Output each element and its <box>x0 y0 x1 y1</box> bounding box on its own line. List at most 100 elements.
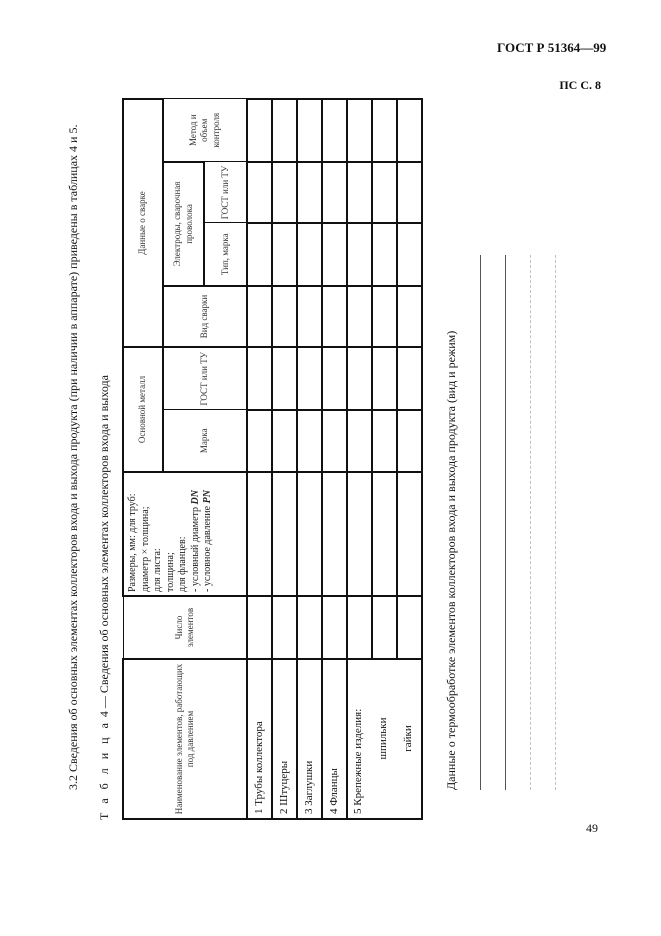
dotted-line <box>555 255 556 790</box>
dims-dn-text: - условный диаметр <box>189 504 201 592</box>
table-cell <box>247 285 272 347</box>
fill-line <box>480 255 481 790</box>
header-weld-type: Вид сварки <box>163 285 247 347</box>
dims-line: диаметр × толщина; <box>139 506 151 593</box>
table-row: 3 Заглушки <box>297 98 322 819</box>
table-cell <box>247 472 272 596</box>
table-cell <box>397 222 422 286</box>
row-name-fasteners: 5 Крепежные изделия: шпильки гайки <box>347 659 422 819</box>
table-cell <box>297 596 322 659</box>
table-cell <box>247 410 272 472</box>
table-cell <box>347 472 372 596</box>
dims-line: для фланцев: <box>177 536 188 592</box>
table-cell <box>397 98 422 162</box>
table-cell <box>272 472 297 596</box>
table-cell <box>272 596 297 659</box>
header-gost: ГОСТ или ТУ <box>163 346 247 410</box>
standard-number: ГОСТ Р 51364—99 <box>497 40 607 55</box>
elements-table: Наименование элементов, работающих под д… <box>122 98 423 820</box>
header-name: Наименование элементов, работающих под д… <box>123 659 247 819</box>
header-grade: Марка <box>163 410 247 472</box>
header-dimensions: Размеры, мм: для труб: диаметр × толщина… <box>123 472 247 596</box>
table-cell <box>247 161 272 223</box>
table-cell <box>247 222 272 286</box>
table-cell <box>397 161 422 223</box>
row-name: 3 Заглушки <box>297 659 322 819</box>
table-row: 2 Штуцеры <box>272 98 297 819</box>
table-row: 4 Фланцы <box>322 98 347 819</box>
table-cell <box>322 98 347 162</box>
table-cell <box>347 98 372 162</box>
table-cell <box>372 596 397 659</box>
pn-symbol: PN <box>202 490 213 504</box>
table-cell <box>347 285 372 347</box>
table-cell <box>372 346 397 410</box>
header-type-grade: Тип, марка <box>204 222 247 286</box>
dims-line: толщина; <box>164 552 176 592</box>
table-cell <box>297 98 322 162</box>
fasteners-sub-item: шпильки <box>376 717 389 760</box>
dims-pn: - условное давление PN <box>202 476 215 592</box>
header-gost-electrode: ГОСТ или ТУ <box>204 161 247 223</box>
caption-prefix: Т а б л и ц а <box>97 720 111 820</box>
table-cell <box>322 222 347 286</box>
table-caption: Т а б л и ц а 4 — Сведения об основных э… <box>97 375 112 820</box>
dims-pn-text: - условное давление <box>202 503 213 592</box>
table-cell <box>372 98 397 162</box>
table-cell <box>372 222 397 286</box>
table-cell <box>322 410 347 472</box>
table-cell <box>272 98 297 162</box>
table-cell <box>397 285 422 347</box>
header-electrodes: Электроды, сварочная проволока <box>163 161 204 286</box>
table-cell <box>322 472 347 596</box>
fasteners-sub-item: гайки <box>401 725 414 752</box>
table-cell <box>272 161 297 223</box>
table-cell <box>347 161 372 223</box>
table-cell <box>297 472 322 596</box>
table-cell <box>297 222 322 286</box>
table-cell <box>247 98 272 162</box>
table-cell <box>397 596 422 659</box>
table-cell <box>322 346 347 410</box>
dotted-line <box>530 255 531 790</box>
dims-line: для листа: <box>152 548 163 592</box>
table-cell <box>372 161 397 223</box>
table-cell <box>347 346 372 410</box>
table-cell <box>397 346 422 410</box>
table-cell <box>372 410 397 472</box>
caption-text: 4 — Сведения об основных элементах колле… <box>97 375 111 718</box>
fasteners-label: 5 Крепежные изделия: <box>352 708 364 814</box>
table-cell <box>297 410 322 472</box>
table-cell <box>397 472 422 596</box>
table-cell <box>347 410 372 472</box>
table-cell <box>372 472 397 596</box>
table-cell <box>272 346 297 410</box>
table-row: 5 Крепежные изделия: шпильки гайки <box>347 98 422 819</box>
row-name: 2 Штуцеры <box>272 659 297 819</box>
fill-line <box>505 255 506 790</box>
page-reference: ПС С. 8 <box>559 78 601 92</box>
header-welding-data: Данные о сварке <box>123 98 163 347</box>
table-cell <box>297 161 322 223</box>
table-cell <box>272 222 297 286</box>
heat-treatment-label: Данные о термообработке элементов коллек… <box>444 330 458 790</box>
table-cell <box>322 596 347 659</box>
table-row: 1 Трубы коллектора <box>247 98 272 819</box>
dims-line: Размеры, мм: для труб: <box>127 493 138 592</box>
table-cell <box>322 285 347 347</box>
header-base-metal: Основной металл <box>123 346 163 472</box>
table-cell <box>322 161 347 223</box>
table-cell <box>297 346 322 410</box>
table-cell <box>247 596 272 659</box>
table-cell <box>347 222 372 286</box>
table-cell <box>272 410 297 472</box>
header-method: Метод и объем контроля <box>163 98 247 162</box>
page-number: 49 <box>586 821 598 835</box>
row-name: 4 Фланцы <box>322 659 347 819</box>
header-count: Число элементов <box>123 596 247 659</box>
table-cell <box>297 285 322 347</box>
table-cell <box>247 346 272 410</box>
table-cell <box>372 285 397 347</box>
table-cell <box>347 596 372 659</box>
